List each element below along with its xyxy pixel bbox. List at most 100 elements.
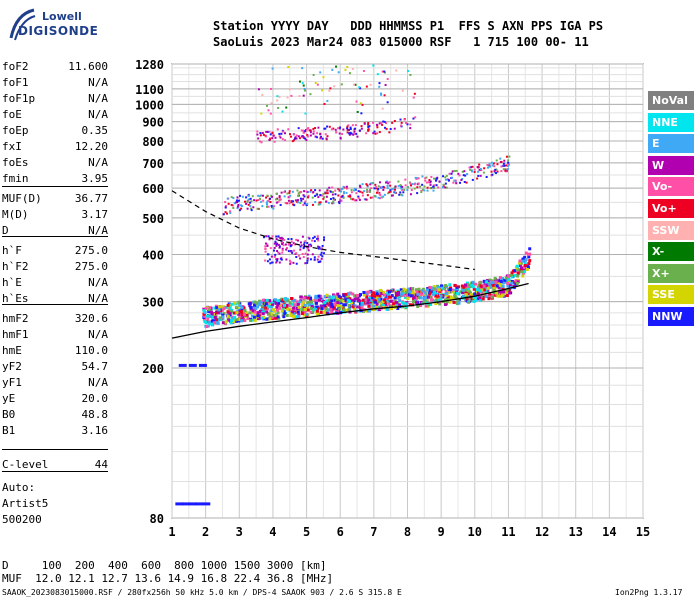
data-point — [507, 277, 511, 281]
data-point — [516, 280, 520, 284]
data-point — [429, 296, 433, 300]
data-point — [524, 258, 528, 262]
data-point — [500, 170, 503, 173]
data-point — [268, 317, 272, 321]
data-point — [299, 197, 302, 200]
data-point — [304, 200, 307, 203]
data-point — [316, 235, 319, 238]
data-point — [236, 196, 239, 199]
data-point — [494, 280, 498, 284]
data-point — [508, 291, 512, 295]
data-point — [235, 201, 238, 204]
param-name: h`F2 — [2, 260, 29, 273]
data-point — [282, 310, 286, 314]
data-point — [361, 194, 364, 197]
data-point — [370, 300, 374, 304]
data-point — [437, 288, 441, 292]
data-point — [423, 294, 427, 298]
data-point — [470, 283, 474, 287]
data-point — [315, 136, 318, 139]
data-point — [491, 293, 495, 297]
data-point — [229, 321, 233, 325]
data-point — [306, 301, 310, 305]
data-point — [469, 166, 472, 169]
data-point — [297, 305, 301, 309]
data-point — [499, 279, 503, 283]
data-point — [302, 136, 305, 139]
data-point — [435, 177, 438, 180]
data-point — [320, 304, 324, 308]
data-point — [271, 205, 274, 208]
data-point — [478, 281, 482, 285]
data-point — [286, 96, 289, 99]
data-point — [326, 99, 329, 102]
data-point — [426, 189, 429, 192]
data-point — [323, 102, 326, 105]
data-point — [307, 294, 311, 298]
param-name: C-level — [2, 458, 49, 471]
data-point — [394, 291, 398, 295]
data-point — [317, 306, 321, 310]
data-point — [508, 155, 511, 158]
data-point — [416, 192, 419, 195]
data-point — [222, 213, 225, 216]
data-point — [268, 238, 271, 241]
data-point — [375, 302, 379, 306]
data-point — [356, 110, 359, 113]
data-point — [271, 302, 275, 306]
data-point — [281, 237, 284, 240]
data-point — [247, 194, 250, 197]
data-point — [279, 237, 282, 240]
data-point — [264, 242, 267, 245]
data-point — [411, 287, 415, 291]
data-point — [499, 290, 503, 294]
data-point — [525, 267, 529, 271]
data-point — [474, 298, 478, 302]
data-point — [287, 66, 290, 69]
data-point — [258, 299, 262, 303]
data-point — [504, 276, 508, 280]
data-point — [350, 191, 353, 194]
data-point — [317, 203, 320, 206]
data-point — [350, 298, 354, 302]
data-point — [233, 202, 236, 205]
data-point — [314, 294, 318, 298]
data-point — [295, 315, 299, 319]
data-point — [361, 300, 365, 304]
data-point — [287, 199, 290, 202]
data-point — [377, 294, 381, 298]
data-point — [252, 206, 255, 209]
param-name: hmF1 — [2, 328, 29, 341]
data-point — [259, 309, 263, 313]
data-point — [429, 287, 433, 291]
data-point — [285, 258, 288, 261]
data-point — [483, 167, 486, 170]
data-point — [207, 310, 211, 314]
data-point — [216, 311, 220, 315]
data-point — [363, 190, 366, 193]
data-point — [369, 83, 372, 86]
data-point — [383, 301, 387, 305]
data-point — [302, 313, 306, 317]
data-point — [307, 296, 311, 300]
data-point — [493, 285, 497, 289]
data-point — [295, 255, 298, 258]
data-point — [422, 188, 425, 191]
data-point — [301, 303, 305, 307]
data-point — [448, 283, 452, 287]
data-point — [441, 186, 444, 189]
data-point — [451, 290, 455, 294]
data-point — [388, 131, 391, 134]
data-point — [226, 314, 230, 318]
data-point — [295, 134, 298, 137]
x-tick-label: 13 — [568, 525, 582, 539]
data-point — [359, 102, 362, 105]
data-point — [510, 275, 514, 279]
data-point — [299, 257, 302, 260]
data-point — [339, 126, 342, 129]
data-point — [468, 283, 472, 287]
data-point — [484, 283, 488, 287]
data-point — [503, 280, 507, 284]
data-point — [214, 318, 218, 322]
data-point — [476, 286, 480, 290]
